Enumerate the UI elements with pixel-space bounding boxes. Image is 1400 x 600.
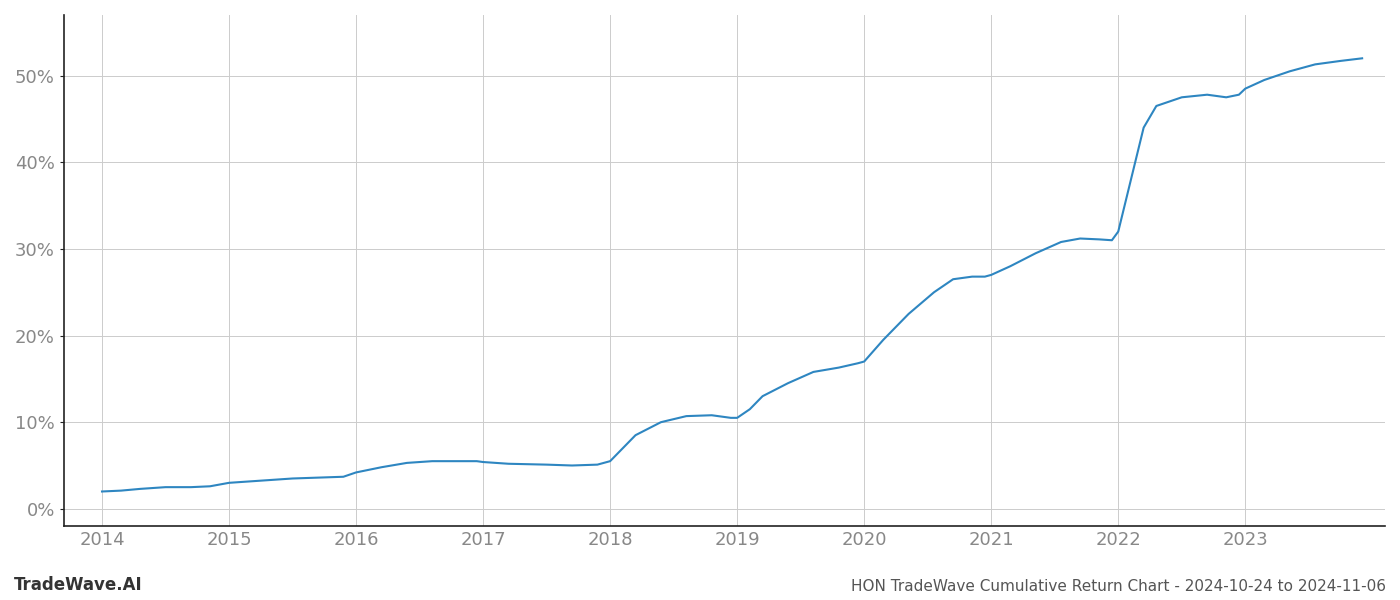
Text: TradeWave.AI: TradeWave.AI (14, 576, 143, 594)
Text: HON TradeWave Cumulative Return Chart - 2024-10-24 to 2024-11-06: HON TradeWave Cumulative Return Chart - … (851, 579, 1386, 594)
